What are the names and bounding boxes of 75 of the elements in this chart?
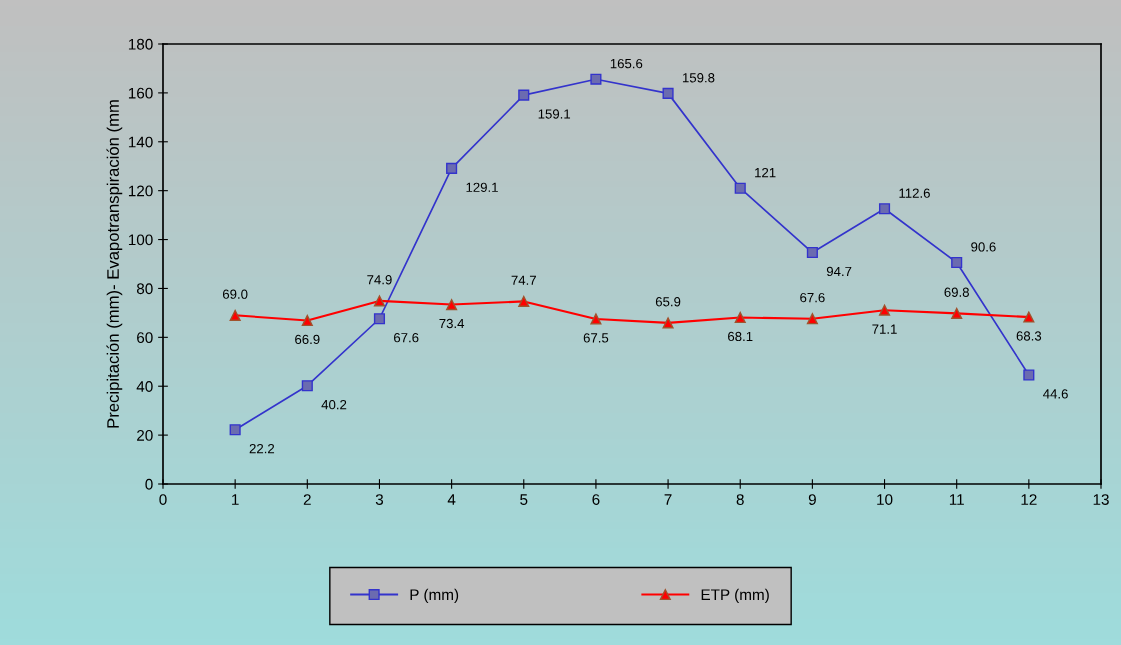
point <box>806 246 818 259</box>
y-axis-title: Precipitación (mm)- Evapotranspiración (mm <box>106 100 123 428</box>
data-label: 159.1 <box>538 109 571 119</box>
y-tick-label: 20 <box>137 429 153 441</box>
point <box>373 313 386 325</box>
point <box>301 380 313 392</box>
y-tick-label: 60 <box>137 332 153 344</box>
x-tick-label: 2 <box>303 494 311 505</box>
x-tick-label: 9 <box>808 494 816 505</box>
x-tick-label: 3 <box>375 494 384 505</box>
legend-label: P (mm) <box>410 588 459 604</box>
data-label: 129.1 <box>466 182 498 192</box>
data-label: 66.9 <box>295 334 320 345</box>
data-label: 165.6 <box>610 58 643 69</box>
data-label: 68.1 <box>728 331 753 342</box>
point <box>951 307 963 319</box>
data-label: 112.6 <box>899 188 930 198</box>
x-tick-label: 7 <box>664 494 672 505</box>
data-label: 22.2 <box>249 443 275 454</box>
point <box>446 162 458 174</box>
x-tick-label: 10 <box>877 494 893 505</box>
data-label: 67.6 <box>800 292 825 303</box>
point <box>734 182 746 194</box>
x-tick-label: 1 <box>232 494 239 505</box>
data-label: 71.1 <box>872 324 897 334</box>
data-label: 68.3 <box>1016 331 1042 341</box>
point <box>1023 369 1035 381</box>
point <box>518 89 530 101</box>
x-tick-label: 6 <box>592 494 600 505</box>
point <box>518 295 530 307</box>
point <box>734 311 746 324</box>
data-label: 67.5 <box>583 333 609 343</box>
data-label: 74.9 <box>367 275 392 285</box>
point <box>951 256 963 269</box>
point <box>1023 311 1035 323</box>
y-tick-label: 0 <box>145 478 153 490</box>
y-tick-label: 120 <box>128 185 153 197</box>
data-label: 40.2 <box>321 399 347 410</box>
data-label: 44.6 <box>1043 389 1068 399</box>
x-tick-label: 0 <box>159 494 167 505</box>
x-tick-label: 11 <box>949 494 964 505</box>
x-tick-label: 12 <box>1021 494 1037 505</box>
data-label: 159.8 <box>682 73 715 83</box>
y-tick-label: 40 <box>136 381 153 392</box>
x-tick-label: 8 <box>736 494 744 505</box>
point <box>878 203 891 215</box>
point <box>229 309 241 321</box>
point <box>590 73 602 85</box>
point <box>590 313 602 325</box>
x-tick-label: 5 <box>520 494 528 505</box>
y-tick-label: 180 <box>128 38 153 50</box>
point <box>446 299 458 311</box>
y-tick-label: 140 <box>128 136 153 148</box>
data-label: 94.7 <box>826 266 852 277</box>
legend-label: ETP (mm) <box>701 588 769 604</box>
data-label: 65.9 <box>655 297 681 307</box>
x-tick-label: 13 <box>1093 494 1109 505</box>
point <box>662 87 674 99</box>
data-label: 67.6 <box>394 332 419 343</box>
point <box>301 314 313 327</box>
point <box>806 313 818 325</box>
data-label: 69.8 <box>944 287 969 297</box>
y-tick-label: 80 <box>136 283 153 295</box>
data-label: 121 <box>755 167 776 178</box>
point <box>229 424 241 436</box>
x-tick-label: 4 <box>447 494 456 505</box>
point <box>373 295 386 307</box>
point <box>662 317 674 329</box>
data-label: 90.6 <box>971 242 996 252</box>
y-tick-label: 160 <box>128 87 153 99</box>
data-label: 69.0 <box>222 289 248 299</box>
y-tick-label: 100 <box>128 234 153 246</box>
point <box>878 304 891 316</box>
data-label: 73.4 <box>439 318 465 329</box>
data-label: 74.7 <box>511 275 536 285</box>
